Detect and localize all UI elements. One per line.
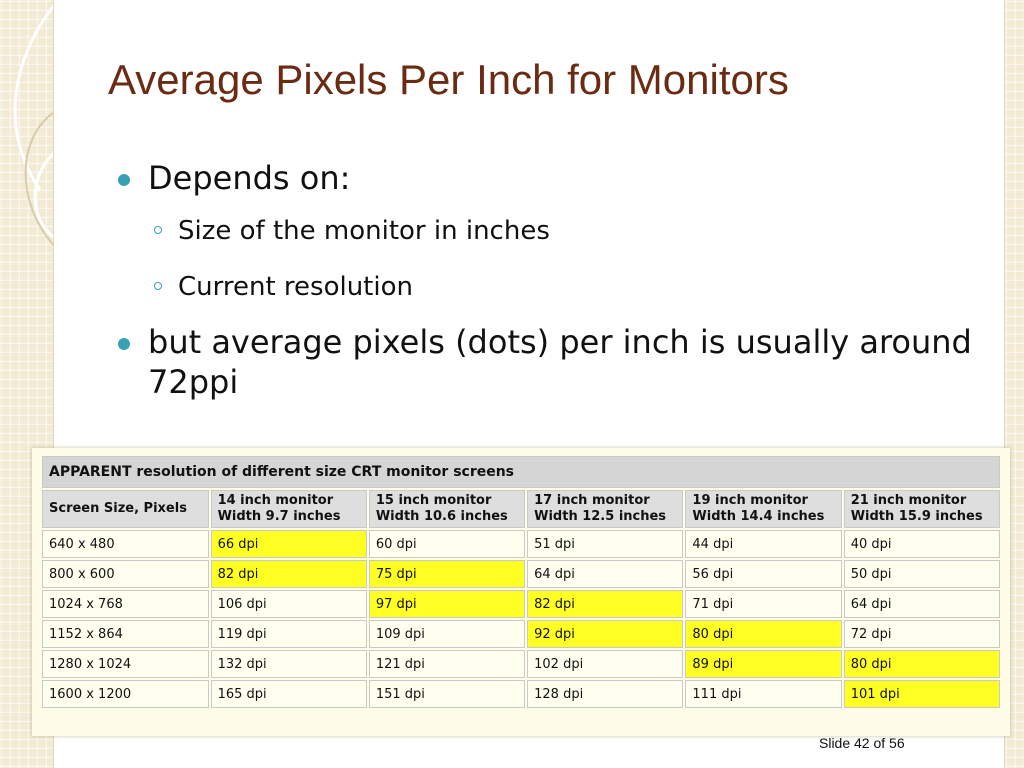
dpi-cell: 50 dpi (843, 560, 1000, 588)
dpi-cell: 40 dpi (843, 530, 1000, 558)
screen-size-cell: 1152 x 864 (42, 620, 209, 648)
screen-size-cell: 1280 x 1024 (42, 650, 209, 678)
dpi-cell: 89 dpi (685, 650, 842, 678)
resolution-table: APPARENT resolution of different size CR… (40, 454, 1002, 710)
dpi-cell: 82 dpi (210, 560, 367, 588)
dpi-cell: 60 dpi (368, 530, 526, 558)
table-row: 800 x 600 82 dpi 75 dpi 64 dpi 56 dpi 50 dpi (42, 560, 1000, 588)
table-row: 640 x 480 66 dpi 60 dpi 51 dpi 44 dpi 40 dpi (42, 530, 1000, 558)
dpi-cell: 51 dpi (527, 530, 684, 558)
dpi-cell: 44 dpi (685, 530, 842, 558)
dpi-cell: 64 dpi (527, 560, 684, 588)
table-row: 1024 x 768 106 dpi 97 dpi 82 dpi 71 dpi 64 dp… (42, 590, 1000, 618)
sub-bullet-item: Current resolution (118, 270, 978, 304)
dpi-cell: 132 dpi (210, 650, 367, 678)
bullet-list: Depends on: Size of the monitor in inche… (118, 158, 978, 402)
header-21-inch: 21 inch monitor Width 15.9 inches (843, 490, 1000, 528)
sub-bullet-ring-icon (154, 226, 162, 234)
table-caption-row: APPARENT resolution of different size CR… (42, 456, 1000, 488)
sub-bullet-text: Size of the monitor in inches (178, 216, 550, 246)
dpi-cell: 72 dpi (843, 620, 1000, 648)
bullet-item: but average pixels (dots) per inch is us… (118, 322, 978, 402)
dpi-cell: 97 dpi (368, 590, 526, 618)
dpi-cell: 56 dpi (685, 560, 842, 588)
dpi-cell: 75 dpi (368, 560, 526, 588)
dpi-cell: 165 dpi (210, 680, 367, 708)
bullet-text: Depends on: (148, 159, 351, 197)
dpi-cell: 119 dpi (210, 620, 367, 648)
screen-size-cell: 640 x 480 (42, 530, 209, 558)
left-decorative-border (0, 0, 64, 768)
bullet-text: but average pixels (dots) per inch is us… (148, 323, 972, 401)
sub-bullet-item: Size of the monitor in inches (118, 214, 978, 248)
dpi-cell: 80 dpi (685, 620, 842, 648)
bullet-dot-icon (118, 338, 130, 350)
table-row: 1152 x 864 119 dpi 109 dpi 92 dpi 80 dpi 72 d… (42, 620, 1000, 648)
dpi-cell: 80 dpi (843, 650, 1000, 678)
dpi-cell: 151 dpi (368, 680, 526, 708)
screen-size-cell: 800 x 600 (42, 560, 209, 588)
slide-title: Average Pixels Per Inch for Monitors (108, 56, 789, 103)
header-15-inch: 15 inch monitor Width 10.6 inches (368, 490, 526, 528)
dpi-cell: 101 dpi (843, 680, 1000, 708)
dpi-cell: 106 dpi (210, 590, 367, 618)
header-17-inch: 17 inch monitor Width 12.5 inches (527, 490, 684, 528)
sub-bullet-text: Current resolution (178, 272, 413, 302)
dpi-cell: 64 dpi (843, 590, 1000, 618)
table-row: 1600 x 1200 165 dpi 151 dpi 128 dpi 111 dpi 1… (42, 680, 1000, 708)
dpi-cell: 92 dpi (527, 620, 684, 648)
screen-size-cell: 1024 x 768 (42, 590, 209, 618)
header-14-inch: 14 inch monitor Width 9.7 inches (210, 490, 367, 528)
table-caption: APPARENT resolution of different size CR… (42, 456, 1000, 488)
dpi-cell: 109 dpi (368, 620, 526, 648)
dpi-cell: 82 dpi (527, 590, 684, 618)
resolution-table-panel: APPARENT resolution of different size CR… (32, 448, 1010, 736)
table-header-row: Screen Size, Pixels 14 inch monitor Width… (42, 490, 1000, 528)
bullet-item: Depends on: (118, 158, 978, 198)
dpi-cell: 66 dpi (210, 530, 367, 558)
table-row: 1280 x 1024 132 dpi 121 dpi 102 dpi 89 dpi 80… (42, 650, 1000, 678)
dpi-cell: 128 dpi (527, 680, 684, 708)
decorative-arcs (13, 0, 60, 251)
bullet-dot-icon (118, 174, 130, 186)
dpi-cell: 111 dpi (685, 680, 842, 708)
slide-number: Slide 42 of 56 (819, 735, 905, 751)
dpi-cell: 71 dpi (685, 590, 842, 618)
dpi-cell: 121 dpi (368, 650, 526, 678)
sub-bullet-ring-icon (154, 282, 162, 290)
dpi-cell: 102 dpi (527, 650, 684, 678)
screen-size-cell: 1600 x 1200 (42, 680, 209, 708)
header-19-inch: 19 inch monitor Width 14.4 inches (685, 490, 842, 528)
header-screen-size: Screen Size, Pixels (42, 490, 209, 528)
